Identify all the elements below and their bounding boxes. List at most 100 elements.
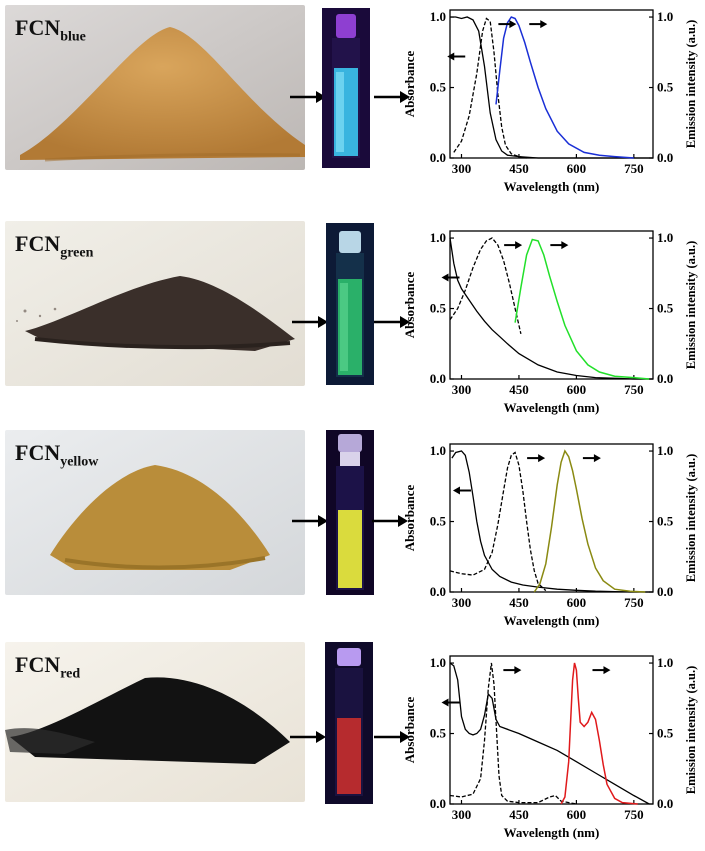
absorbance-line: [449, 662, 650, 805]
y-axis-label: Absorbance: [402, 697, 417, 764]
arrow-right-icon: [582, 454, 601, 463]
x-tick-label: 450: [509, 807, 529, 822]
y-tick-label: 0.5: [430, 726, 447, 741]
x-tick-label: 750: [624, 595, 644, 610]
y2-tick-label: 1.0: [657, 230, 673, 245]
arrow-right-icon: [503, 666, 522, 675]
arrow-icon: [292, 316, 328, 328]
y-tick-label: 0.5: [430, 514, 447, 529]
emission-line: [533, 449, 646, 593]
arrow-right-icon: [498, 20, 517, 29]
emission-line: [560, 662, 638, 805]
y2-tick-label: 0.5: [657, 514, 674, 529]
y2-tick-label: 1.0: [657, 9, 673, 24]
x-tick-label: 600: [567, 595, 587, 610]
arrow-left-icon: [452, 486, 471, 495]
y-tick-label: 1.0: [430, 9, 446, 24]
x-axis-label: Wavelength (nm): [504, 400, 600, 415]
x-axis-label: Wavelength (nm): [504, 613, 600, 628]
x-tick-label: 300: [452, 595, 472, 610]
y2-tick-label: 1.0: [657, 443, 673, 458]
plot-frame: [449, 230, 654, 380]
y-axis-label: Absorbance: [402, 51, 417, 118]
spectrum-chart-green: 300 450 600 750 0.0 0.0 0.5 0.5 1.0 1.0 Wavelength…: [395, 221, 705, 426]
y2-tick-label: 1.0: [657, 655, 673, 670]
chart-svg: 300 450 600 750 0.0 0.0 0.5 0.5 1.0 1.0 Wavelength…: [402, 9, 698, 194]
y-tick-label: 1.0: [430, 655, 446, 670]
plot-frame: [449, 9, 654, 159]
y2-tick-label: 0.0: [657, 371, 673, 386]
x-axis-label: Wavelength (nm): [504, 825, 600, 840]
sample-label-yellow: FCNyellow: [15, 440, 99, 470]
emission-line: [495, 16, 634, 159]
x-tick-label: 300: [452, 382, 472, 397]
x-tick-label: 450: [509, 382, 529, 397]
powder-photo-yellow: FCNyellow: [5, 430, 305, 595]
y2-tick-label: 0.0: [657, 584, 673, 599]
y2-tick-label: 0.0: [657, 796, 673, 811]
x-tick-label: 600: [567, 807, 587, 822]
arrow-right-icon: [504, 241, 523, 250]
arrow-icon: [374, 731, 410, 743]
emission-line: [514, 238, 650, 380]
cuvette-photo-green: [326, 223, 374, 385]
cuvette-photo-yellow: [326, 430, 374, 595]
plot-frame: [449, 443, 654, 593]
x-tick-label: 600: [567, 161, 587, 176]
y2-axis-label: Emission intensity (a.u.): [684, 241, 698, 370]
y-axis-label: Absorbance: [402, 485, 417, 552]
plot-frame: [449, 655, 654, 805]
absorbance-line: [450, 16, 653, 159]
powder-photo-green: FCNgreen: [5, 221, 305, 386]
sample-label-red: FCNred: [15, 652, 81, 682]
y-tick-label: 0.5: [430, 80, 447, 95]
arrow-icon: [374, 316, 410, 328]
y-tick-label: 1.0: [430, 443, 446, 458]
arrow-left-icon: [441, 273, 460, 282]
y2-tick-label: 0.5: [657, 80, 674, 95]
x-tick-label: 300: [452, 807, 472, 822]
arrow-icon: [292, 515, 328, 527]
arrow-right-icon: [527, 454, 546, 463]
y-tick-label: 0.0: [430, 584, 446, 599]
y2-tick-label: 0.5: [657, 726, 674, 741]
arrow-left-icon: [447, 52, 466, 61]
cuvette-photo-blue: [322, 8, 370, 168]
panel-row-red: FCNred 300 450 600 750 0.0 0.0 0.5 0.5 1.0 1.0 Wav…: [0, 638, 705, 843]
chart-svg: 300 450 600 750 0.0 0.0 0.5 0.5 1.0 1.0 Wavelength…: [402, 230, 698, 415]
x-tick-label: 750: [624, 807, 644, 822]
excitation-line: [449, 237, 522, 335]
x-tick-label: 750: [624, 382, 644, 397]
y2-axis-label: Emission intensity (a.u.): [684, 454, 698, 583]
spectrum-chart-yellow: 300 450 600 750 0.0 0.0 0.5 0.5 1.0 1.0 Wavelength…: [395, 434, 705, 639]
y2-tick-label: 0.0: [657, 150, 673, 165]
y2-axis-label: Emission intensity (a.u.): [684, 20, 698, 149]
x-axis-label: Wavelength (nm): [504, 179, 600, 194]
powder-photo-red: FCNred: [5, 642, 305, 802]
y-axis-label: Absorbance: [402, 272, 417, 339]
excitation-line: [453, 17, 527, 159]
y2-tick-label: 0.5: [657, 301, 674, 316]
arrow-right-icon: [592, 666, 611, 675]
y-tick-label: 1.0: [430, 230, 446, 245]
y-tick-label: 0.0: [430, 796, 446, 811]
excitation-line: [449, 662, 577, 805]
arrow-right-icon: [529, 20, 548, 29]
chart-svg: 300 450 600 750 0.0 0.0 0.5 0.5 1.0 1.0 Wavelength…: [402, 655, 698, 840]
arrow-icon: [372, 515, 408, 527]
arrow-icon: [290, 731, 326, 743]
y-tick-label: 0.5: [430, 301, 447, 316]
sample-label-green: FCNgreen: [15, 231, 94, 261]
excitation-line: [449, 451, 547, 592]
y-tick-label: 0.0: [430, 371, 446, 386]
panel-row-blue: FCNblue 300 450 600 750 0.0 0.0 0.5 0.5 1.0 1.0 Wa…: [0, 0, 705, 205]
absorbance-line: [449, 237, 653, 380]
y2-axis-label: Emission intensity (a.u.): [684, 666, 698, 795]
sample-label-blue: FCNblue: [15, 15, 86, 45]
spectrum-chart-red: 300 450 600 750 0.0 0.0 0.5 0.5 1.0 1.0 Wavelength…: [395, 646, 705, 851]
x-tick-label: 450: [509, 161, 529, 176]
powder-photo-blue: FCNblue: [5, 5, 305, 170]
panel-row-yellow: FCNyellow 300 450 600 750 0.0 0.0 0.5 0.5 1.0 1.0…: [0, 428, 705, 633]
chart-svg: 300 450 600 750 0.0 0.0 0.5 0.5 1.0 1.0 Wavelength…: [402, 443, 698, 628]
x-tick-label: 600: [567, 382, 587, 397]
